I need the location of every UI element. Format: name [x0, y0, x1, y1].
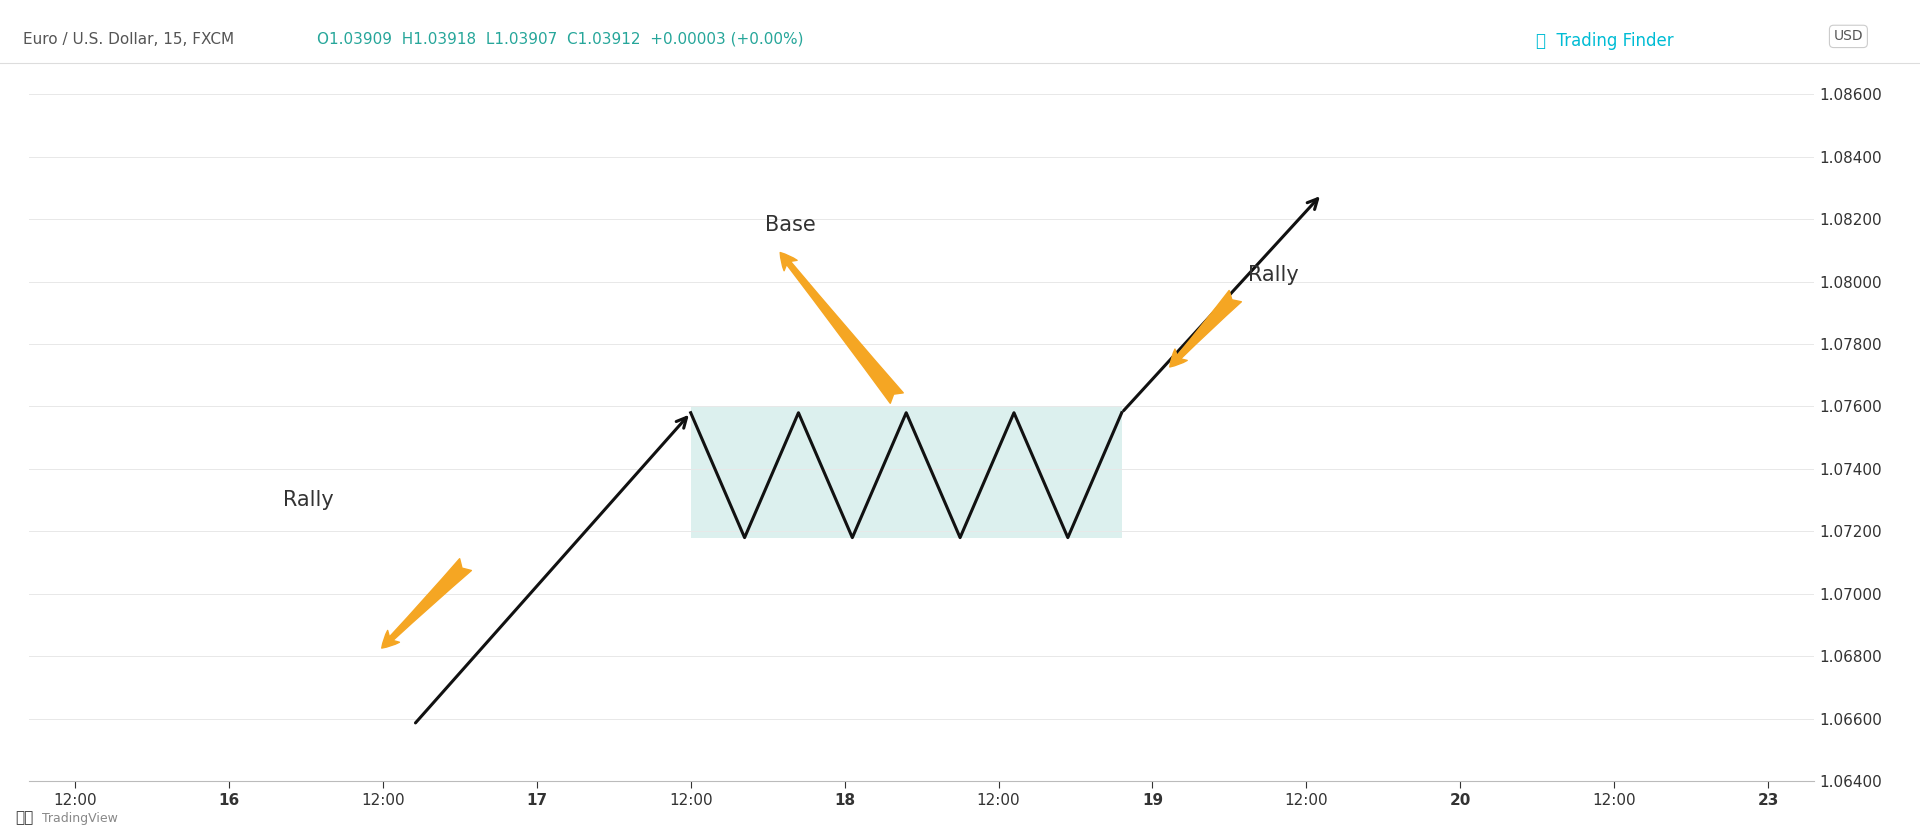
Text: Rally: Rally: [282, 491, 334, 510]
Text: USD: USD: [1834, 29, 1862, 44]
Bar: [691, 407, 1121, 538]
Text: ꩜  Trading Finder: ꩜ Trading Finder: [1536, 32, 1674, 50]
Text: Base: Base: [766, 215, 816, 234]
Text: TradingView: TradingView: [42, 812, 119, 825]
Text: Rally: Rally: [1248, 265, 1298, 286]
Text: 🆃🆅: 🆃🆅: [15, 810, 35, 825]
Text: Euro / U.S. Dollar, 15, FXCM: Euro / U.S. Dollar, 15, FXCM: [23, 32, 234, 47]
Text: O1.03909  H1.03918  L1.03907  C1.03912  +0.00003 (+0.00%): O1.03909 H1.03918 L1.03907 C1.03912 +0.0…: [317, 32, 803, 47]
